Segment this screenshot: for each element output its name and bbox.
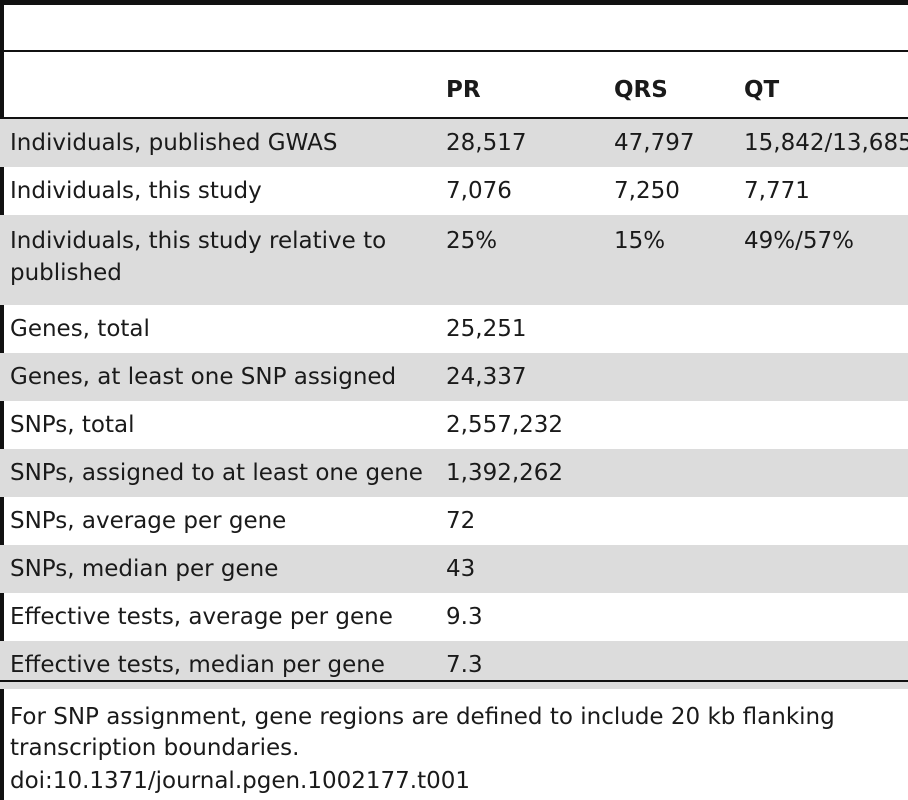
- table-row: SNPs, median per gene 43: [0, 545, 908, 593]
- cell-pr: 7,076: [446, 178, 512, 204]
- cell-qrs: [614, 545, 744, 593]
- header-row: PR QRS QT: [0, 62, 908, 119]
- cell-qt: 49%/57%: [744, 215, 908, 305]
- table-row: SNPs, total 2,557,232: [0, 401, 908, 449]
- table-row: Genes, at least one SNP assigned 24,337: [0, 353, 908, 401]
- table-row: SNPs, assigned to at least one gene 1,39…: [0, 449, 908, 497]
- cell-qt: [744, 449, 908, 497]
- cell-qrs: [614, 401, 744, 449]
- row-label: SNPs, average per gene: [10, 508, 287, 534]
- bottom-rule: [0, 680, 908, 682]
- cell-pr: 9.3: [446, 604, 483, 630]
- cell-qt: [744, 545, 908, 593]
- top-rule: [0, 0, 908, 5]
- table-row: Individuals, published GWAS 28,517 47,79…: [0, 118, 908, 167]
- row-label: Individuals, published GWAS: [0, 118, 446, 167]
- cell-pr: 25%: [446, 215, 614, 305]
- row-label: Genes, at least one SNP assigned: [0, 353, 446, 401]
- cell-qrs: 15%: [614, 215, 744, 305]
- cell-qt: [744, 353, 908, 401]
- cell-qt: 7,771: [744, 178, 810, 204]
- header-label: [0, 62, 446, 119]
- cell-qrs: [614, 449, 744, 497]
- cell-qt: 15,842/13,685: [744, 118, 908, 167]
- row-label: Individuals, this study relative to publ…: [0, 215, 446, 305]
- header-qrs: QRS: [614, 62, 744, 119]
- cell-pr: 2,557,232: [446, 412, 564, 438]
- cell-qrs: [614, 593, 744, 641]
- doi-text: doi:10.1371/journal.pgen.1002177.t001: [10, 768, 471, 794]
- row-label: SNPs, total: [10, 412, 135, 438]
- table-row: Genes, total 25,251: [0, 305, 908, 353]
- cell-pr: 72: [446, 508, 476, 534]
- cell-qt: [744, 401, 908, 449]
- cell-pr: 28,517: [446, 118, 614, 167]
- row-label: SNPs, assigned to at least one gene: [0, 449, 446, 497]
- cell-qrs: [614, 353, 744, 401]
- cell-qt: [744, 305, 908, 353]
- cell-qrs: 7,250: [614, 178, 680, 204]
- cell-qrs: [614, 305, 744, 353]
- table-row: Individuals, this study relative to publ…: [0, 215, 908, 305]
- cell-qrs: [614, 497, 744, 545]
- cell-qrs: 47,797: [614, 118, 744, 167]
- header-qt: QT: [744, 62, 908, 119]
- row-label: Effective tests, average per gene: [10, 604, 393, 630]
- table-row: Effective tests, average per gene 9.3: [0, 593, 908, 641]
- row-label: Individuals, this study: [10, 178, 262, 204]
- cell-qt: [744, 497, 908, 545]
- table-row: SNPs, average per gene 72: [0, 497, 908, 545]
- row-label: Genes, total: [10, 316, 150, 342]
- cell-qt: [744, 593, 908, 641]
- data-table: PR QRS QT Individuals, published GWAS 28…: [0, 62, 908, 689]
- cell-pr: 24,337: [446, 353, 614, 401]
- table-footnote: For SNP assignment, gene regions are def…: [10, 704, 835, 761]
- header-rule: [0, 50, 908, 52]
- table-row: Individuals, this study 7,076 7,250 7,77…: [0, 167, 908, 215]
- header-pr: PR: [446, 62, 614, 119]
- cell-pr: 25,251: [446, 316, 527, 342]
- row-label: SNPs, median per gene: [0, 545, 446, 593]
- cell-pr: 43: [446, 545, 614, 593]
- cell-pr: 1,392,262: [446, 449, 614, 497]
